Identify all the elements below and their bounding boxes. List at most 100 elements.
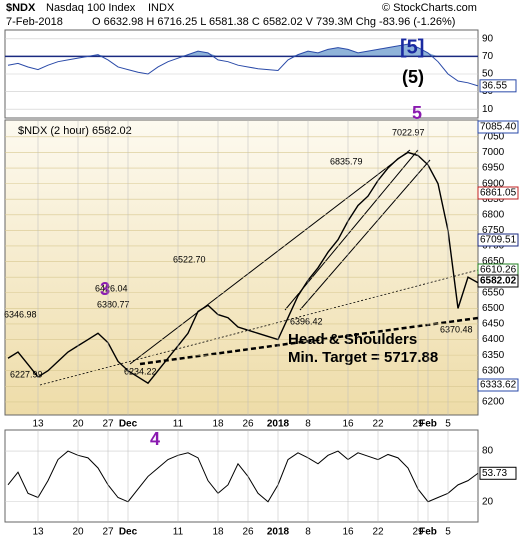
price-badge-label: 6582.02 [480, 276, 517, 287]
annotation: 6380.77 [97, 299, 130, 309]
annotation: 6835.79 [330, 156, 363, 166]
y-tick-label: 6450 [482, 319, 505, 330]
price-badge-label: 6610.26 [480, 265, 517, 276]
x-tick-label: Dec [119, 527, 138, 538]
x-tick-label: 26 [242, 419, 254, 430]
x-tick-label: 5 [445, 527, 451, 538]
annotation: 6227.99 [10, 369, 43, 379]
channel-line [284, 149, 419, 311]
x-tick-label: 16 [342, 419, 354, 430]
x-tick-label: 27 [102, 527, 114, 538]
wave-label: (5) [402, 67, 424, 87]
x-tick-label: 20 [72, 419, 84, 430]
y-tick-label: 6950 [482, 163, 505, 174]
x-tick-label: 22 [372, 527, 384, 538]
x-tick-label: Feb [419, 527, 437, 538]
channel-line [299, 159, 431, 311]
y-tick-label: 70 [482, 51, 494, 62]
annotation: Min. Target = 5717.88 [288, 349, 438, 366]
trendlines [39, 149, 479, 386]
y-tick-label: 6350 [482, 350, 505, 361]
x-tick-label: 29 [412, 419, 424, 430]
x-tick-label: Dec [119, 419, 138, 430]
annotation: 6234.22 [124, 366, 157, 376]
dotted-trend [39, 269, 479, 386]
annotation: 6370.48 [440, 324, 473, 334]
annotation: 6346.98 [4, 309, 37, 319]
annotation: 5 [412, 103, 422, 123]
y-tick-label: 7050 [482, 131, 505, 142]
x-tick-label: 8 [305, 419, 311, 430]
price-badge-label: 7085.40 [480, 122, 517, 133]
y-tick-label: 10 [482, 104, 494, 115]
y-tick-label: 6750 [482, 225, 505, 236]
neckline [139, 316, 479, 366]
y-tick-label: 6200 [482, 397, 505, 408]
annotation: 6426.04 [95, 283, 128, 293]
ohlc: O 6632.98 H 6716.25 L 6581.38 C 6582.02 … [92, 16, 455, 28]
price-badge [477, 186, 519, 200]
wave-label: [5] [400, 36, 424, 58]
annotation: 7022.97 [392, 127, 425, 137]
x-tick-label: 16 [342, 527, 354, 538]
bottom-panel [4, 429, 479, 523]
x-tick-label: 18 [212, 419, 224, 430]
series-line [7, 43, 479, 87]
x-tick-label: 22 [372, 419, 384, 430]
annotation: Head & Shoulders [288, 331, 417, 348]
x-tick-label: 8 [305, 527, 311, 538]
series-line [7, 450, 479, 503]
x-tick-label: 2018 [267, 419, 290, 430]
x-tick-label: 26 [242, 527, 254, 538]
y-tick-label: 6650 [482, 256, 505, 267]
price-badge-label: 6333.62 [480, 380, 517, 391]
x-tick-label: 27 [102, 419, 114, 430]
value-badge [479, 466, 517, 480]
price-badge [477, 233, 519, 247]
y-tick-label: 20 [482, 496, 494, 507]
price-panel [4, 119, 479, 416]
y-tick-label: 6500 [482, 303, 505, 314]
y-tick-label: 6300 [482, 365, 505, 376]
source: © StockCharts.com [382, 2, 477, 14]
exchange: INDX [148, 2, 175, 14]
annotation: 3 [100, 279, 110, 299]
x-tick-label: 5 [445, 419, 451, 430]
series-line [7, 151, 479, 385]
overbought-fill [8, 44, 478, 57]
y-tick-label: 6550 [482, 287, 505, 298]
price-badge [477, 274, 519, 288]
x-tick-label: 13 [32, 527, 44, 538]
value-badge [479, 79, 517, 93]
price-badge-label: 6709.51 [480, 235, 517, 246]
date: 7-Feb-2018 [6, 16, 63, 28]
y-tick-label: 90 [482, 33, 494, 44]
x-tick-label: 20 [72, 527, 84, 538]
x-tick-label: Feb [419, 419, 437, 430]
price-badge [477, 378, 519, 392]
price-title: $NDX (2 hour) 6582.02 [18, 125, 132, 137]
x-tick-label: 11 [173, 419, 184, 430]
wave-label: 4 [150, 429, 160, 449]
y-tick-label: 6900 [482, 178, 505, 189]
x-tick-label: 13 [32, 419, 44, 430]
x-tick-label: 29 [412, 527, 424, 538]
annotation: 6522.70 [173, 254, 206, 264]
value-label: 53.73 [482, 468, 507, 479]
annotation: 6396.42 [290, 316, 323, 326]
y-tick-label: 50 [482, 69, 494, 80]
x-tick-label: 2018 [267, 527, 290, 538]
trend-line [129, 149, 411, 365]
x-tick-label: 18 [212, 527, 224, 538]
y-tick-label: 80 [482, 446, 494, 457]
symbol: $NDX [6, 2, 36, 14]
y-tick-label: 6400 [482, 334, 505, 345]
x-tick-label: 11 [173, 527, 184, 538]
y-tick-label: 6800 [482, 209, 505, 220]
index-name: Nasdaq 100 Index [46, 2, 136, 14]
y-tick-label: 7000 [482, 147, 505, 158]
price-badge-label: 6861.05 [480, 188, 517, 199]
price-badge [477, 120, 519, 134]
